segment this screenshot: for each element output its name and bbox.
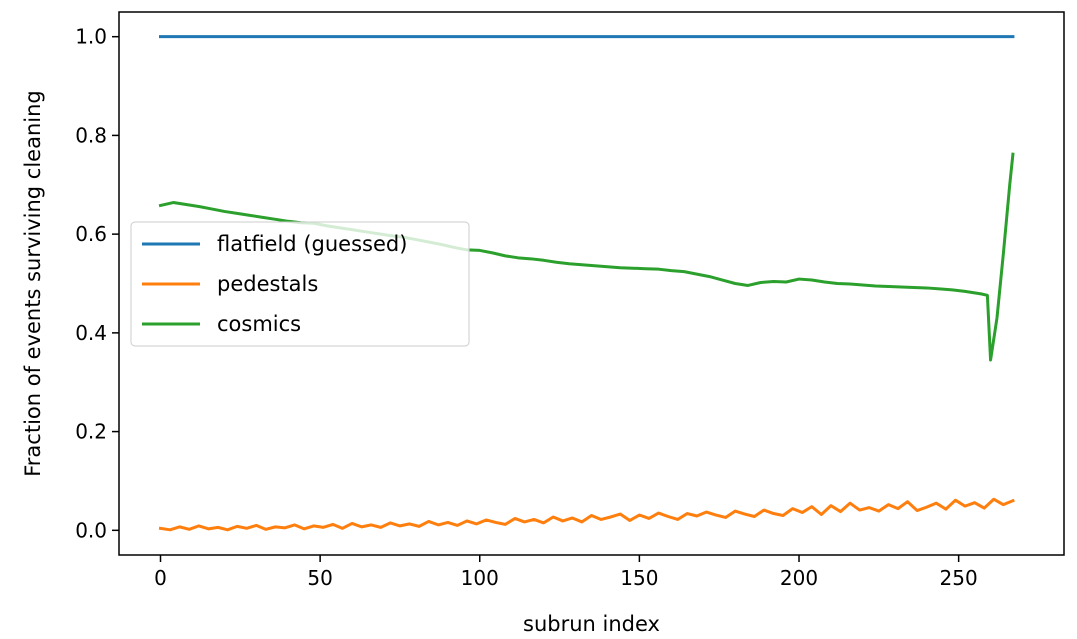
- legend-label: cosmics: [217, 312, 301, 336]
- y-tick-label: 0.6: [75, 222, 107, 246]
- axes-frame: [118, 11, 1065, 556]
- x-tick-label: 150: [620, 566, 658, 590]
- y-axis-label: Fraction of events surviving cleaning: [21, 90, 45, 477]
- x-tick-label: 100: [461, 566, 499, 590]
- y-tick-label: 0.2: [75, 420, 107, 444]
- legend-label: pedestals: [217, 272, 318, 296]
- axes-layer: 0 50 100 150 200 250 0.0 0.2 0.4 0.6 0.8 1.0 subrun …: [21, 11, 1065, 636]
- x-tick-label: 250: [940, 566, 978, 590]
- x-tick-label: 0: [154, 566, 167, 590]
- x-axis-label: subrun index: [523, 612, 660, 636]
- y-tick-label: 1.0: [75, 25, 107, 49]
- legend: flatfield (guessed) pedestals cosmics: [130, 221, 470, 347]
- x-tick-label: 50: [307, 566, 332, 590]
- legend-box: [130, 221, 470, 347]
- y-tick-label: 0.4: [75, 321, 107, 345]
- series-line-1: [158, 497, 1015, 532]
- y-tick-label: 0.8: [75, 123, 107, 147]
- x-tick-label: 200: [780, 566, 818, 590]
- legend-label: flatfield (guessed): [217, 232, 407, 256]
- y-tick-label: 0.0: [75, 518, 107, 542]
